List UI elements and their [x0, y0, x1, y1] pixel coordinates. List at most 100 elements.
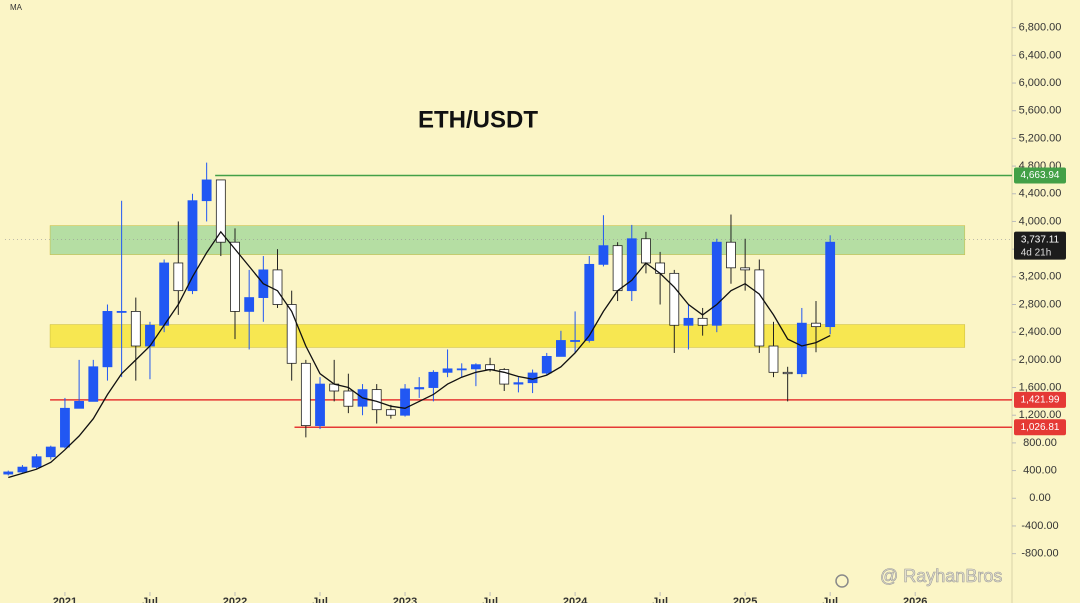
x-tick-label: Jul [652, 596, 668, 603]
plot: -800.00-400.000.00400.00800.001,200.001,… [3, 22, 1066, 603]
candle-body [371, 389, 382, 411]
candle-body [825, 241, 836, 328]
ma-line [8, 230, 831, 479]
candle-body [201, 179, 212, 202]
candle-body [754, 269, 765, 347]
y-tick-label: -800.00 [1021, 548, 1058, 560]
candle-body [230, 241, 240, 312]
y-tick-label: -400.00 [1021, 520, 1058, 532]
candle-body [145, 324, 155, 347]
candle-body [88, 366, 99, 402]
candle-body [31, 456, 42, 468]
zone [49, 324, 966, 348]
y-tick-label: 2,800.00 [1019, 298, 1062, 310]
candle-body [641, 238, 651, 264]
x-tick-label: Jul [312, 596, 328, 603]
indicator-label: MA [10, 3, 23, 12]
candle-body [669, 272, 680, 326]
y-tick-label: 1,200.00 [1019, 409, 1062, 421]
candle-body [400, 388, 410, 416]
y-tick-label: 0.00 [1029, 492, 1050, 504]
candle-body [102, 311, 113, 368]
x-tick-label: 2026 [903, 596, 927, 603]
candle-body [3, 471, 14, 475]
y-tick-label: 3,200.00 [1019, 271, 1062, 283]
candle-body [60, 407, 70, 448]
y-tick-label: 6,400.00 [1019, 49, 1062, 61]
candle-body [740, 267, 751, 271]
y-tick-label: 400.00 [1023, 464, 1057, 476]
candle-body [726, 241, 736, 269]
candle-body [556, 340, 566, 357]
candle-body [343, 390, 354, 407]
level-tag-label: 4,663.94 [1021, 170, 1060, 181]
candle-body [442, 368, 453, 373]
candle-body [499, 369, 510, 385]
level-tag [1014, 419, 1066, 436]
candle-body [456, 368, 467, 371]
candle-body [598, 245, 609, 265]
y-tick-label: 4,000.00 [1019, 215, 1062, 227]
candle-body [45, 446, 56, 458]
price-tag-label: 3,737.11 [1021, 234, 1060, 245]
x-tick-label: Jul [822, 596, 838, 603]
candle-body [811, 322, 821, 328]
x-tick-label: 2023 [393, 596, 417, 603]
candle-body [796, 322, 807, 375]
candle-body [584, 263, 595, 341]
y-tick-label: 800.00 [1023, 437, 1057, 449]
candle-body [414, 387, 425, 390]
x-tick-label: 2025 [733, 596, 757, 603]
level-tag [1014, 167, 1066, 184]
candle-body [74, 400, 85, 409]
chart-title: ETH/USDT [418, 106, 538, 133]
candle-body [215, 179, 226, 243]
candle-body [116, 311, 127, 313]
price-tag [1014, 231, 1066, 260]
level-tag-label: 1,026.81 [1021, 422, 1060, 433]
candle-body [768, 345, 779, 373]
candle-body [428, 371, 439, 388]
candle-body [244, 297, 255, 312]
candle-body [541, 355, 552, 374]
candle-body [612, 245, 623, 292]
level-tag [1014, 391, 1066, 408]
candle-body [385, 409, 396, 416]
level-tag-label: 1,421.99 [1021, 395, 1060, 406]
candle-body [485, 364, 495, 370]
y-tick-label: 6,000.00 [1019, 77, 1062, 89]
candle-body [159, 262, 170, 326]
candle-body [570, 340, 580, 342]
x-tick-label: 2024 [563, 596, 588, 603]
y-tick-label: 4,400.00 [1019, 188, 1062, 200]
candle-body [470, 364, 481, 370]
candle-body [711, 241, 722, 326]
candle-body [17, 466, 28, 473]
candle-body [626, 238, 637, 292]
x-tick-label: 2021 [53, 596, 77, 603]
y-tick-label: 6,800.00 [1019, 22, 1062, 34]
x-tick-label: Jul [142, 596, 158, 603]
candle-body [300, 362, 311, 427]
y-tick-label: 5,200.00 [1019, 132, 1062, 144]
y-tick-label: 2,000.00 [1019, 354, 1062, 366]
candle-body [697, 317, 708, 326]
candle-body [272, 269, 283, 305]
y-tick-label: 1,600.00 [1019, 381, 1062, 393]
y-tick-label: 5,600.00 [1019, 105, 1062, 117]
logo-icon [835, 574, 849, 588]
x-tick-label: 2022 [223, 596, 247, 603]
x-tick-label: Jul [482, 596, 498, 603]
zone [49, 225, 966, 255]
watermark: @ RayhanBros [880, 566, 1002, 586]
candle-body [173, 262, 184, 292]
candle-body [187, 200, 198, 292]
candle-body [315, 383, 325, 427]
y-tick-label: 2,400.00 [1019, 326, 1062, 338]
candle-body [286, 304, 297, 364]
price-countdown: 4d 21h [1021, 247, 1052, 258]
candle-body [683, 317, 694, 326]
candle-body [782, 371, 793, 375]
